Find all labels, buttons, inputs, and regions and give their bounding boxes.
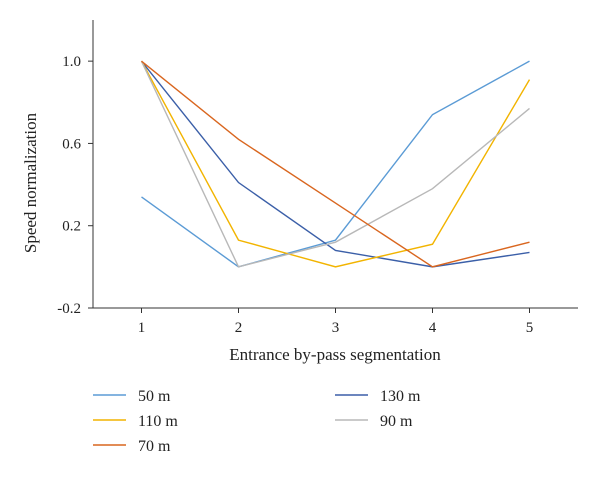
- y-axis-title: Speed normalization: [21, 112, 40, 253]
- x-tick-label: 3: [332, 320, 340, 336]
- legend-label: 50 m: [138, 388, 171, 405]
- series-line-110m: [140, 60, 531, 268]
- x-axis-title: Entrance by-pass segmentation: [229, 345, 441, 364]
- y-tick-label: 1.0: [62, 54, 81, 70]
- series: [140, 60, 531, 268]
- x-tick-label: 4: [429, 320, 437, 336]
- legend-label: 90 m: [380, 413, 413, 430]
- y-tick-label: 0.2: [62, 219, 81, 235]
- series-line-50m: [141, 60, 530, 268]
- axes: [92, 20, 578, 309]
- legend-label: 70 m: [138, 438, 171, 455]
- y-ticks: 1.0 0.6 0.2 -0.2: [57, 54, 93, 317]
- legend-label: 110 m: [138, 413, 178, 430]
- series-line-130m: [140, 60, 530, 268]
- legend: 50 m 130 m 110 m 90 m 70 m: [93, 388, 421, 455]
- legend-label: 130 m: [380, 388, 421, 405]
- series-line-90m: [140, 60, 530, 268]
- x-tick-label: 2: [235, 320, 243, 336]
- y-tick-label: -0.2: [57, 301, 81, 317]
- x-ticks: 1 2 3 4 5: [138, 308, 534, 336]
- x-tick-label: 1: [138, 320, 146, 336]
- series-line-70m: [141, 60, 530, 268]
- y-tick-label: 0.6: [62, 136, 81, 152]
- x-tick-label: 5: [526, 320, 534, 336]
